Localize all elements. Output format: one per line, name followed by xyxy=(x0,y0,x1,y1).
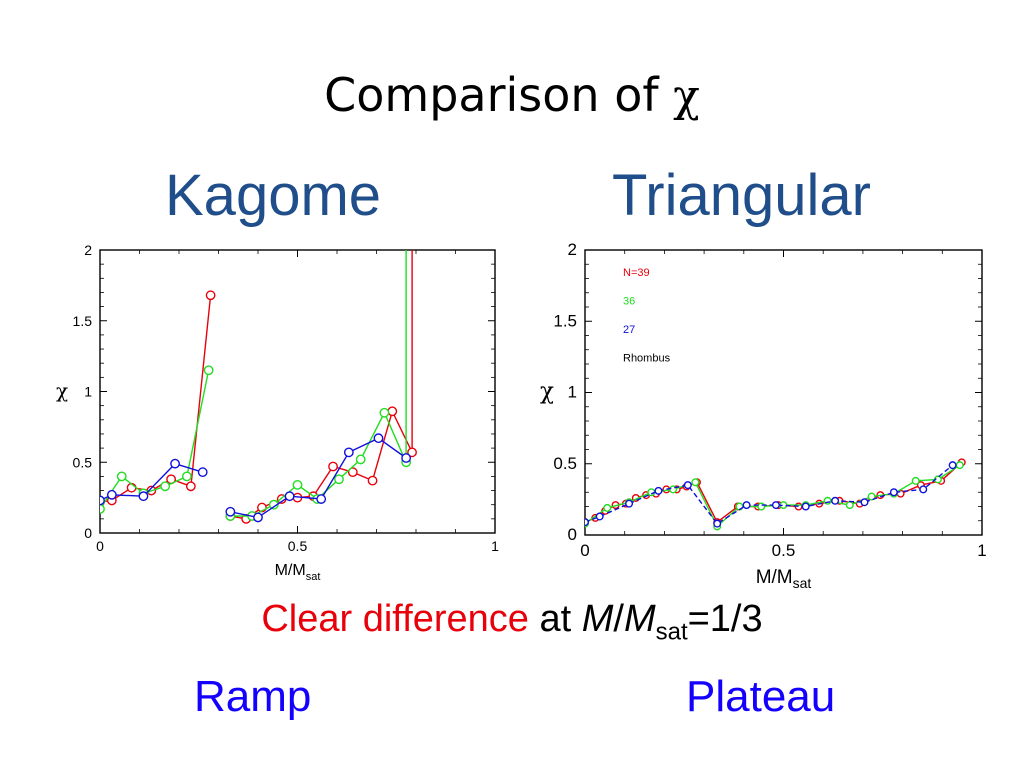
legend-entry: 27 xyxy=(623,324,635,336)
title-chi-symbol: χ xyxy=(673,71,700,122)
data-point xyxy=(343,447,354,458)
x-axis-label: M/Msat xyxy=(275,562,321,583)
y-tick-label: 0 xyxy=(568,525,577,544)
note-slash: / xyxy=(613,598,624,640)
data-point xyxy=(845,501,854,510)
kagome-chart: 0 0.5 1 1.5 2 0 0.5 1 M/Msat χ xyxy=(56,242,499,583)
x-tick-label: 0.5 xyxy=(772,541,796,560)
data-point xyxy=(185,481,196,492)
triangular-heading: Triangular xyxy=(612,163,871,228)
data-point xyxy=(603,503,612,512)
note-m: M xyxy=(581,598,614,640)
ramp-label: Ramp xyxy=(194,672,312,721)
note-value: =1/3 xyxy=(687,598,763,640)
x-tick-label: 0 xyxy=(96,538,104,554)
series-line xyxy=(230,250,407,517)
data-point xyxy=(585,518,589,527)
data-point xyxy=(355,454,366,465)
data-point xyxy=(654,486,663,495)
difference-note: Clear difference at M/Msat=1/3 xyxy=(0,598,1024,647)
series-line xyxy=(585,464,954,525)
data-point xyxy=(757,502,766,511)
data-point xyxy=(407,447,417,458)
data-point xyxy=(771,501,780,510)
y-tick-label: 1.5 xyxy=(553,311,577,330)
y-tick-label: 2 xyxy=(568,240,577,259)
data-point xyxy=(801,502,810,511)
data-point xyxy=(831,496,840,505)
data-point xyxy=(373,433,384,444)
data-point xyxy=(316,494,327,504)
data-point xyxy=(387,406,398,417)
kagome-heading: Kagome xyxy=(165,163,382,228)
data-point xyxy=(713,519,722,528)
data-point xyxy=(284,491,295,502)
data-point xyxy=(860,498,869,507)
y-tick-label: 2 xyxy=(84,242,92,258)
data-point xyxy=(742,501,751,510)
y-tick-label: 1.5 xyxy=(73,313,93,329)
triangular-chart: 0 0.5 1 1.5 2 0 0.5 1 M/Msat χ N=39 36 27 Rhombus xyxy=(540,240,987,590)
data-point xyxy=(181,471,192,482)
data-point xyxy=(197,467,208,478)
x-axis-label: M/Msat xyxy=(756,567,812,590)
y-tick-label: 0.5 xyxy=(553,454,577,473)
data-point xyxy=(100,495,105,506)
note-msat-subscript: sat xyxy=(655,618,688,646)
legend-entry: N=39 xyxy=(623,267,650,279)
data-point xyxy=(691,478,700,487)
series-line xyxy=(100,370,210,510)
data-point xyxy=(401,453,412,463)
data-point xyxy=(205,290,216,301)
data-point xyxy=(379,407,390,418)
y-axis-label: χ xyxy=(56,379,68,403)
legend-entry: 36 xyxy=(623,296,635,308)
y-tick-label: 0.5 xyxy=(73,454,93,470)
data-point xyxy=(867,492,876,501)
data-point xyxy=(253,512,263,523)
note-msat-base: M xyxy=(623,598,656,640)
data-point xyxy=(919,485,928,494)
data-point xyxy=(683,481,692,490)
data-point xyxy=(116,471,127,482)
x-tick-label: 0.5 xyxy=(288,538,308,554)
plot-frame xyxy=(99,249,496,534)
data-point xyxy=(595,512,604,521)
note-at: at xyxy=(528,598,582,640)
data-point xyxy=(100,504,105,514)
data-point xyxy=(328,461,338,472)
x-tick-label: 0 xyxy=(580,541,589,560)
data-point xyxy=(138,491,149,502)
data-point xyxy=(889,488,898,497)
x-tick-label: 1 xyxy=(977,541,986,560)
series-group xyxy=(100,250,417,524)
data-point xyxy=(367,475,378,486)
series-group xyxy=(585,458,966,531)
data-point xyxy=(225,506,236,517)
x-tick-label: 1 xyxy=(491,538,499,554)
data-point xyxy=(955,461,964,470)
data-point xyxy=(170,458,180,469)
slide-title: Comparison of χ xyxy=(0,68,1024,122)
y-tick-label: 0 xyxy=(84,525,92,541)
data-point xyxy=(160,481,171,492)
legend-entry: Rhombus xyxy=(623,353,671,365)
title-text: Comparison of xyxy=(324,68,674,122)
data-point xyxy=(106,489,117,500)
data-point xyxy=(625,499,634,508)
data-point xyxy=(823,496,832,505)
plateau-label: Plateau xyxy=(686,672,836,721)
y-tick-label: 1 xyxy=(84,384,92,400)
data-point xyxy=(347,467,358,478)
data-point xyxy=(292,479,303,490)
note-highlight: Clear difference xyxy=(261,598,529,640)
data-point xyxy=(911,476,920,485)
data-point xyxy=(334,474,344,485)
y-tick-label: 1 xyxy=(568,383,577,402)
data-point xyxy=(948,461,957,470)
data-point xyxy=(203,365,214,376)
y-axis-label: χ xyxy=(540,379,554,405)
